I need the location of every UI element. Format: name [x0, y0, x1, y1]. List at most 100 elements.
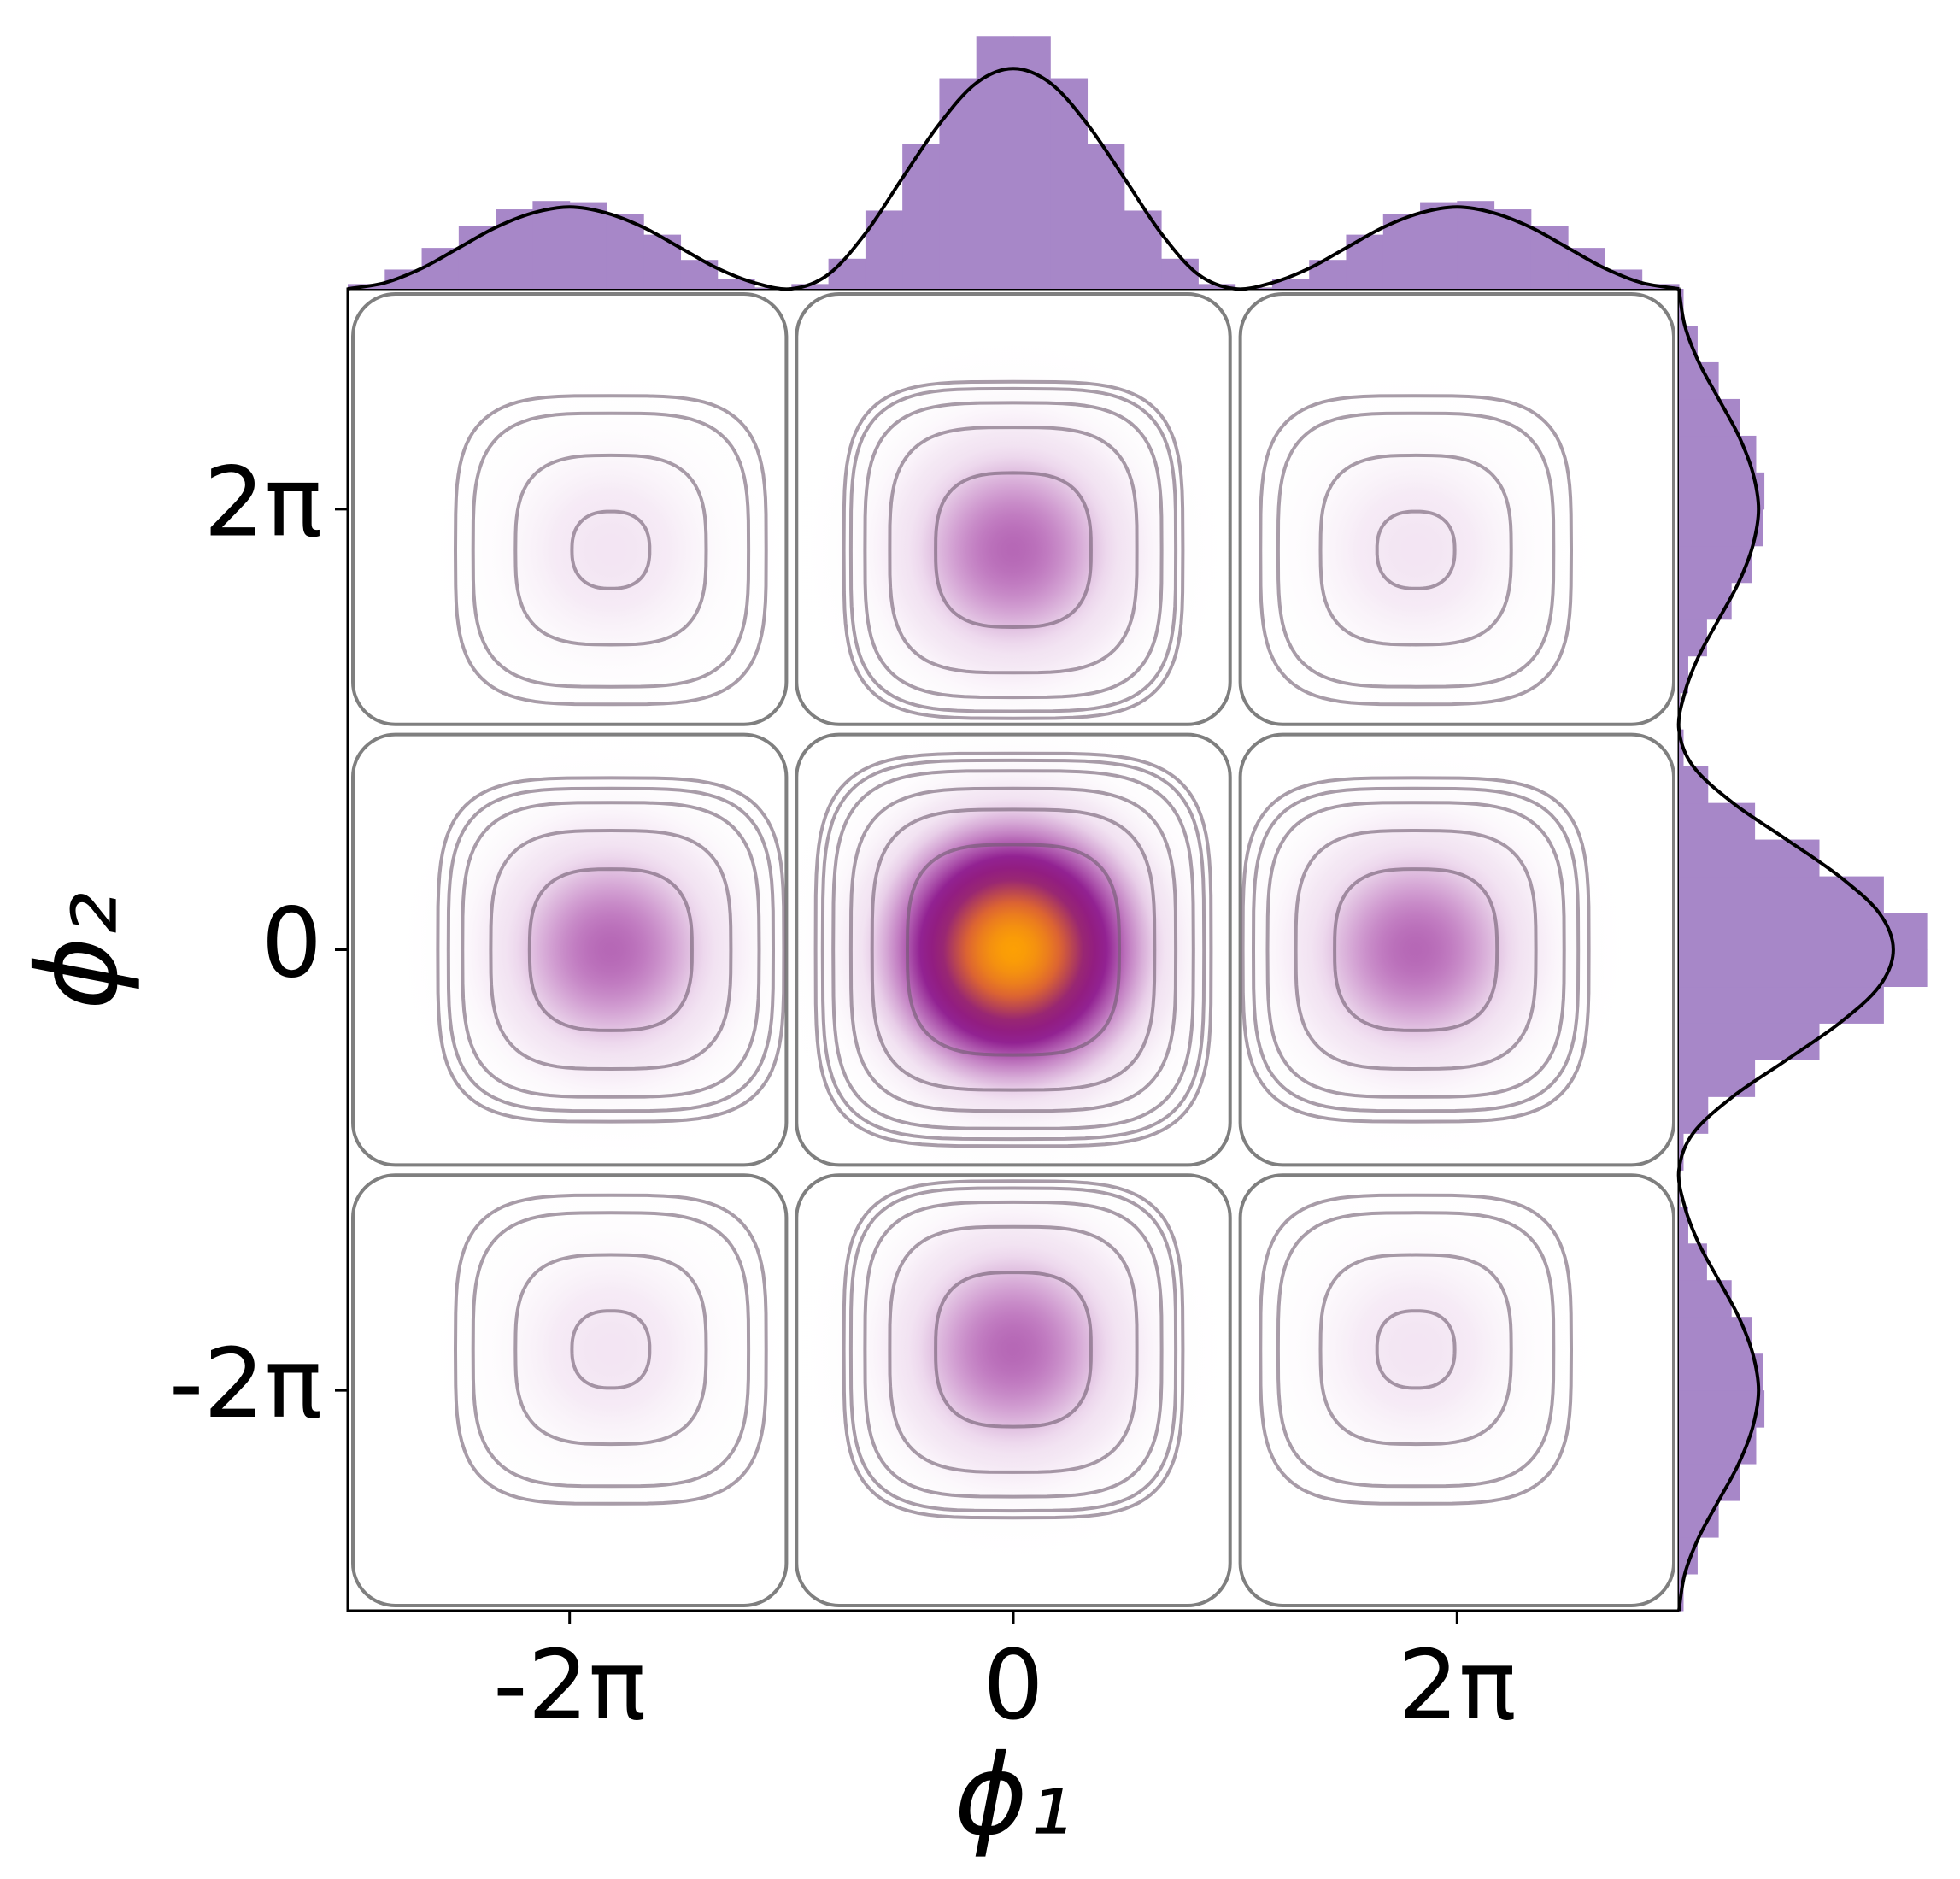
y-tick-label: -2π [169, 1329, 322, 1440]
right-histogram-bar [1679, 1317, 1752, 1354]
contour-line [905, 843, 1122, 1057]
separatrix-contour [351, 732, 789, 1167]
contour-line [888, 426, 1139, 675]
y-axis-label: ϕ₂ [13, 892, 143, 1010]
top-histogram-bar [1124, 210, 1162, 289]
right-histogram-bar [1679, 986, 1884, 1024]
right-histogram-bar [1679, 472, 1765, 510]
contour-line [527, 867, 694, 1032]
contour-line [863, 401, 1164, 700]
top-histogram-bar [791, 284, 830, 289]
x-axis-label: ϕ₁ [954, 1730, 1072, 1860]
contour-line [570, 1309, 652, 1390]
right-histogram-bar [1679, 1427, 1757, 1465]
contour-line [453, 394, 768, 707]
right-histogram-bar [1679, 582, 1732, 620]
right-histogram-bar [1679, 435, 1757, 473]
contour-line [863, 1200, 1164, 1499]
top-histogram-bar [865, 210, 903, 289]
x-tick-label: 2π [1398, 1630, 1517, 1741]
separatrix-contour [1238, 732, 1675, 1167]
separatrix-contour [351, 292, 789, 726]
contour-line [1276, 1211, 1556, 1489]
contour-line [848, 786, 1178, 1113]
contour-line [934, 1270, 1093, 1429]
top-histogram-bar [717, 279, 755, 289]
density-blob [378, 716, 844, 1183]
contour-line [813, 751, 1213, 1148]
separatrix-contour [1238, 292, 1675, 726]
right-histogram-bar [1679, 1060, 1756, 1097]
contour-line [820, 758, 1206, 1142]
top-histogram-bar [569, 202, 607, 289]
contour-line [831, 769, 1195, 1130]
separatrix-contour [1238, 1173, 1675, 1607]
y-tick-label: 0 [261, 888, 322, 999]
density-blob [378, 1116, 844, 1583]
contour-line [842, 379, 1185, 720]
density-blob [378, 316, 844, 784]
top-histogram-bar [1161, 258, 1199, 289]
top-histogram-bar [1050, 78, 1089, 290]
density-blob [780, 1116, 1247, 1583]
right-histogram-bar [1679, 655, 1688, 694]
right-histogram-bar [1679, 326, 1698, 363]
top-histogram-bar [1271, 279, 1310, 289]
top-histogram-bar [1382, 214, 1421, 289]
separatrix-contour [795, 1173, 1232, 1607]
contour-line [934, 471, 1093, 630]
density-blob [1182, 1116, 1649, 1583]
contour-line [489, 828, 733, 1072]
contour-line [1318, 453, 1513, 647]
contour-line [1241, 776, 1591, 1124]
right-histogram-bar [1679, 876, 1884, 913]
right-histogram-bar [1679, 766, 1709, 804]
contour-line [848, 1186, 1178, 1513]
top-histogram-bar [496, 209, 533, 289]
contour-line [461, 801, 761, 1099]
right-histogram-bar [1679, 1353, 1763, 1391]
right-histogram-bar [1679, 949, 1928, 988]
right-histogram-bar [1679, 839, 1820, 878]
top-histogram-bar [1420, 202, 1458, 289]
contour-line [842, 1179, 1185, 1520]
top-histogram-bar [1457, 201, 1495, 289]
right-kde-line [1676, 288, 1895, 1612]
density-blob [780, 316, 1247, 784]
contour-line [888, 1224, 1139, 1474]
top-kde-line [347, 67, 1680, 291]
right-histogram-bar [1679, 802, 1756, 841]
top-histogram-bar [1198, 284, 1236, 289]
contour-line [1251, 786, 1581, 1113]
top-histogram-bar [643, 234, 682, 289]
top-histogram-bar [384, 269, 423, 289]
top-histogram-bar [1493, 209, 1532, 289]
contour-line [446, 786, 776, 1113]
separatrix-contour [795, 732, 1232, 1167]
contour-line [471, 411, 751, 689]
separatrix-contour [795, 292, 1232, 726]
top-histogram-bar [1087, 144, 1125, 289]
contour-line [1375, 1309, 1457, 1390]
contour-line [1265, 801, 1566, 1099]
contour-line [570, 509, 652, 590]
contour-line [513, 1253, 708, 1447]
right-histogram-bar [1679, 1500, 1719, 1538]
top-histogram-bar [532, 201, 571, 289]
right-histogram-bar [1679, 1096, 1709, 1134]
top-histogram-bar [939, 78, 977, 290]
y-tick-label: 2π [203, 448, 322, 559]
contour-line [870, 807, 1157, 1092]
contour-line [1276, 411, 1556, 689]
density-blob [1182, 716, 1649, 1183]
contour-line [1259, 1193, 1574, 1506]
contour-line [848, 386, 1178, 713]
right-histogram-bar [1679, 361, 1719, 400]
x-tick-label: 0 [983, 1630, 1043, 1741]
right-histogram-bar [1679, 1390, 1765, 1428]
contour-line [513, 453, 708, 647]
contour-line [1318, 1253, 1513, 1447]
contour-line [1375, 509, 1457, 590]
